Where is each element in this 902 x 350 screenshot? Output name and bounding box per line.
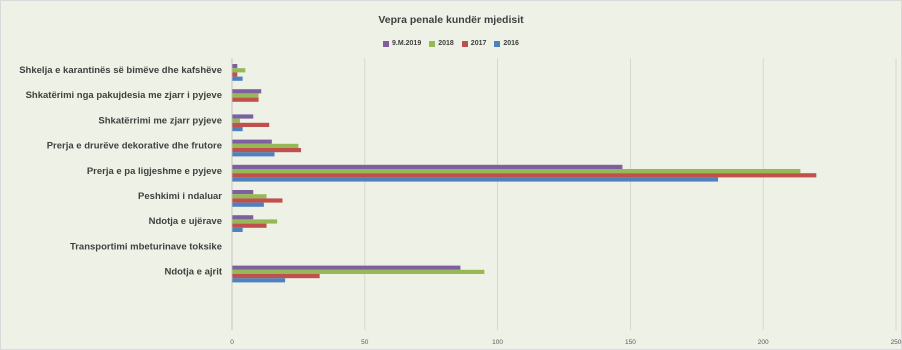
bar — [232, 278, 286, 283]
bar — [232, 169, 801, 174]
legend-item: 2017 — [461, 40, 487, 47]
chart-title: Vepra penale kundër mjedisit — [378, 14, 524, 26]
category-label: Shkatërrimi me zjarr pyjeve — [98, 115, 222, 126]
bar — [232, 93, 259, 98]
legend-swatch — [461, 40, 468, 47]
bar — [232, 177, 719, 182]
legend-label: 2016 — [503, 40, 519, 47]
bar — [232, 139, 272, 144]
bar — [232, 269, 485, 274]
category-label: Shkatërimi nga pakujdesia me zjarr i pyj… — [26, 90, 222, 101]
legend-item: 2018 — [429, 40, 454, 47]
legend-swatch — [494, 40, 501, 47]
legend-label: 2018 — [438, 40, 454, 47]
bar — [232, 223, 267, 228]
bar — [232, 122, 270, 127]
bar — [232, 198, 283, 203]
category-label: Ndotja e ujërave — [149, 216, 222, 227]
x-tick-label: 250 — [891, 339, 902, 346]
category-label: Shkelja e karantinës së bimëve dhe kafsh… — [19, 65, 222, 76]
legend-swatch — [429, 40, 436, 47]
x-tick-label: 200 — [758, 339, 769, 346]
bar — [232, 215, 254, 220]
bar — [232, 194, 267, 199]
bar — [232, 72, 238, 77]
category-label: Prerja e pa ligjeshme e pyjeve — [87, 166, 222, 177]
legend-swatch — [383, 40, 390, 47]
x-tick-label: 100 — [492, 339, 503, 346]
bar — [232, 164, 623, 169]
bar — [232, 265, 461, 270]
bar — [232, 118, 240, 123]
bar — [232, 89, 262, 94]
bar — [232, 190, 254, 195]
category-label: Peshkimi i ndaluar — [138, 191, 222, 202]
bar — [232, 274, 320, 279]
category-label: Prerja e drurëve dekorative dhe frutore — [47, 141, 222, 152]
legend-item: 2016 — [494, 40, 519, 47]
bar — [232, 97, 259, 102]
category-label: Ndotja e ajrit — [164, 267, 222, 278]
bar — [232, 152, 275, 157]
bar — [232, 143, 299, 148]
bar — [232, 219, 278, 224]
x-tick-label: 150 — [625, 339, 636, 346]
bar — [232, 202, 264, 207]
bar — [232, 127, 243, 132]
legend-label: 2017 — [470, 40, 487, 47]
bar — [232, 227, 243, 232]
bar — [232, 148, 302, 153]
x-tick-label: 0 — [230, 339, 234, 346]
bar — [232, 68, 246, 73]
bar — [232, 64, 238, 69]
legend: 9.M.2019 2018 2017 2016 — [0, 40, 902, 47]
bar — [232, 76, 243, 81]
category-label: Transportimi mbeturinave toksike — [70, 241, 222, 252]
legend-label: 9.M.2019 — [392, 40, 422, 47]
bar — [232, 114, 254, 119]
x-tick-label: 50 — [361, 339, 369, 346]
legend-item: 9.M.2019 — [383, 40, 421, 47]
bar — [232, 173, 817, 178]
